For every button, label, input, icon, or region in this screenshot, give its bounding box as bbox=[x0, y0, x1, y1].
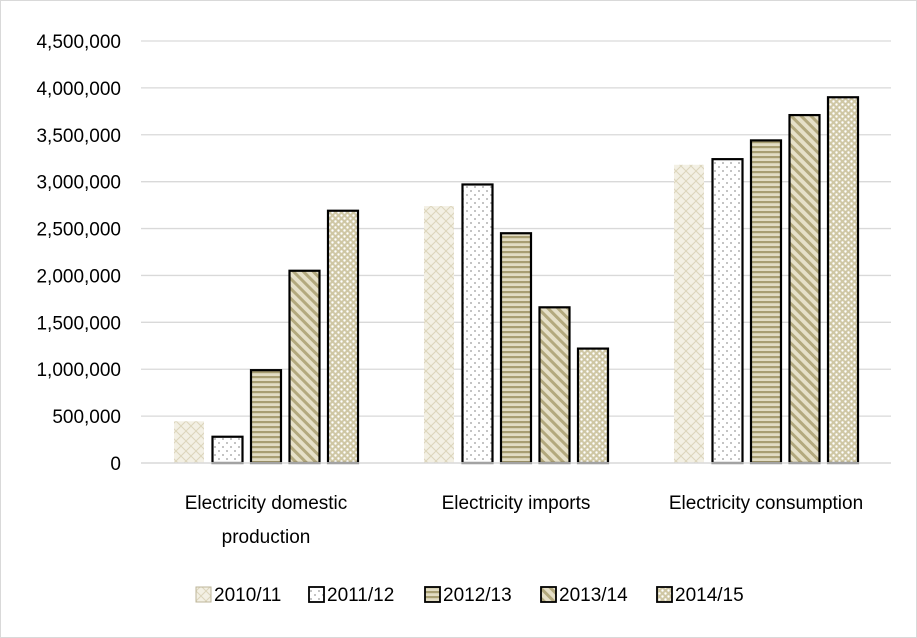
category-label: production bbox=[222, 527, 311, 548]
bar-2011-12-cat-0 bbox=[211, 435, 244, 465]
bar-2010-11-cat-1 bbox=[424, 206, 454, 463]
bar-2014-15-cat-0 bbox=[326, 209, 360, 465]
bar-2013-14-cat-1 bbox=[538, 306, 571, 465]
category-labels: Electricity domestic production Electricit… bbox=[185, 493, 863, 548]
legend-swatch bbox=[656, 586, 673, 603]
bar-2011-12-cat-2 bbox=[711, 158, 744, 465]
y-tick-label: 2,500,000 bbox=[36, 220, 121, 241]
legend-label: 2013/14 bbox=[559, 585, 628, 606]
bar-2014-15-cat-2 bbox=[826, 96, 860, 465]
bar-2010-11-cat-0 bbox=[174, 421, 204, 463]
legend-swatch bbox=[540, 586, 557, 603]
y-axis-tick-labels: 0 500,000 1,000,000 1,500,000 2,000,000 2,500… bbox=[36, 32, 121, 475]
category-label: Electricity domestic bbox=[185, 493, 348, 514]
legend-swatch bbox=[424, 586, 441, 603]
legend-label: 2011/12 bbox=[327, 585, 394, 606]
bar-2012-13-cat-1 bbox=[499, 232, 533, 465]
legend-swatch bbox=[195, 586, 212, 603]
y-tick-label: 0 bbox=[110, 454, 121, 475]
bar-2012-13-cat-2 bbox=[749, 139, 783, 465]
y-tick-label: 3,000,000 bbox=[36, 173, 121, 194]
y-tick-label: 1,500,000 bbox=[36, 313, 121, 334]
y-tick-label: 1,000,000 bbox=[36, 360, 121, 381]
y-tick-label: 500,000 bbox=[52, 407, 121, 428]
y-tick-label: 2,000,000 bbox=[36, 266, 121, 287]
y-tick-label: 3,500,000 bbox=[36, 126, 121, 147]
category-label: Electricity consumption bbox=[669, 493, 863, 514]
legend-swatch bbox=[308, 586, 325, 603]
y-tick-label: 4,000,000 bbox=[36, 79, 121, 100]
bar-2014-15-cat-1 bbox=[576, 347, 610, 465]
legend: 2010/11 2011/12 2012/13 2013/14 2014/15 bbox=[195, 585, 744, 606]
legend-label: 2014/15 bbox=[675, 585, 744, 606]
legend-label: 2012/13 bbox=[443, 585, 512, 606]
bar-2010-11-cat-2 bbox=[674, 164, 704, 463]
bar-2013-14-cat-2 bbox=[788, 113, 821, 465]
category-label: Electricity imports bbox=[442, 493, 591, 514]
bar-2011-12-cat-1 bbox=[461, 183, 494, 465]
y-tick-label: 4,500,000 bbox=[36, 32, 121, 53]
legend-label: 2010/11 bbox=[214, 585, 281, 606]
bar-2013-14-cat-0 bbox=[288, 269, 321, 465]
bar-2012-13-cat-0 bbox=[249, 369, 283, 465]
bars bbox=[174, 96, 860, 465]
